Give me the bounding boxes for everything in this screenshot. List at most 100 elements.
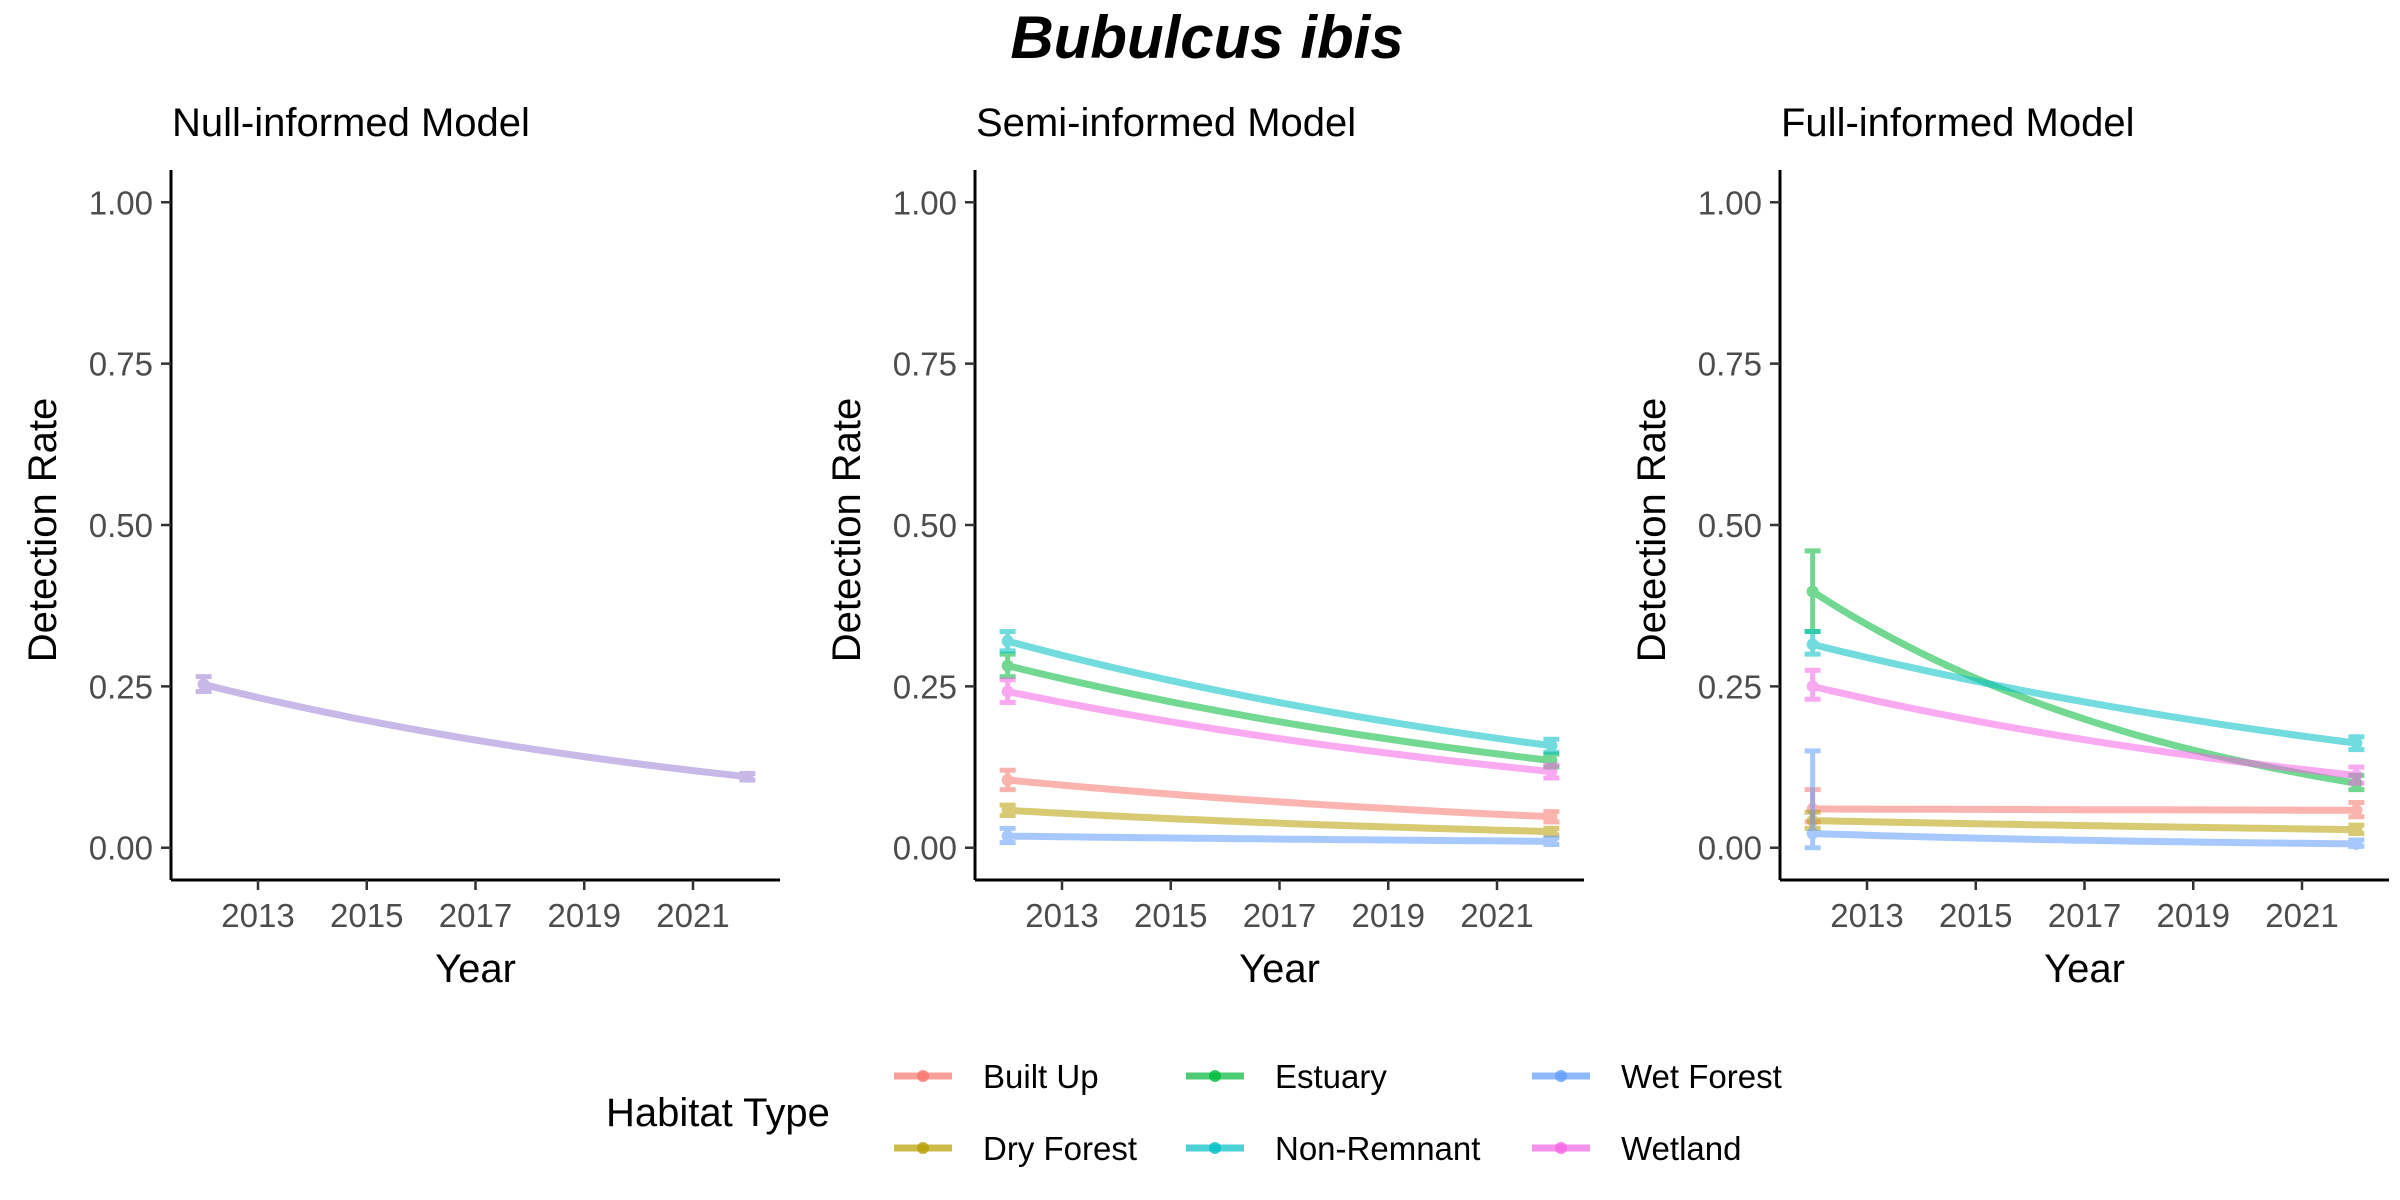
x-tick-label: 2013 — [221, 897, 294, 934]
legend-key-point — [1555, 1070, 1567, 1082]
x-tick-label: 2015 — [1939, 897, 2012, 934]
series-line — [1809, 588, 2360, 787]
x-axis-title: Year — [1239, 947, 1320, 991]
data-point — [741, 770, 754, 783]
legend-key-point — [1555, 1142, 1567, 1154]
x-tick-label: 2013 — [1025, 897, 1098, 934]
legend: Habitat Type Built Up Dry Forest Estuary No… — [606, 1058, 1782, 1167]
data-point — [1545, 810, 1558, 823]
series-line — [1809, 640, 2360, 747]
y-tick-label: 0.50 — [893, 507, 957, 544]
series-estuary — [1804, 548, 2365, 793]
legend-item-estuary: Estuary — [1186, 1058, 1387, 1095]
legend-key-point — [1209, 1142, 1221, 1154]
legend-label: Dry Forest — [983, 1130, 1137, 1167]
data-point — [1806, 585, 1819, 598]
x-tick-label: 2015 — [1134, 897, 1207, 934]
panels: Null-informed Model 0.00 0.25 0.50 0.75 1.00 2… — [21, 101, 2389, 991]
series-built-up — [1804, 787, 2365, 825]
series-wet-forest — [1804, 748, 2365, 851]
y-tick-label: 0.00 — [1698, 830, 1762, 867]
y-tick-label: 0.25 — [89, 668, 153, 705]
y-tick-label: 0.50 — [89, 507, 153, 544]
series-wet-forest — [999, 825, 1560, 848]
y-tick-label: 0.50 — [1698, 507, 1762, 544]
panel-3: Full-informed Model 0.00 0.25 0.50 0.75 1.00 2… — [1630, 101, 2389, 991]
legend-key-point — [917, 1070, 929, 1082]
data-point — [1806, 680, 1819, 693]
series-wetland — [999, 677, 1560, 781]
series-non-remnant — [999, 629, 1560, 755]
series-line — [1004, 662, 1555, 765]
y-tick-label: 0.75 — [89, 346, 153, 383]
legend-item-built-up: Built Up — [894, 1058, 1099, 1095]
x-tick-label: 2017 — [2048, 897, 2121, 934]
legend-key-point — [1209, 1070, 1221, 1082]
data-point — [197, 678, 210, 691]
y-tick-label: 0.25 — [1698, 668, 1762, 705]
data-point — [1545, 835, 1558, 848]
panel-title: Semi-informed Model — [976, 101, 1356, 145]
series-dry-forest — [1804, 809, 2365, 837]
y-tick-label: 0.00 — [893, 830, 957, 867]
panel-2: Semi-informed Model 0.00 0.25 0.50 0.75 1.00 2… — [825, 101, 1584, 991]
series-line — [1809, 682, 2360, 779]
y-tick-label: 0.75 — [893, 346, 957, 383]
y-tick-label: 0.25 — [893, 668, 957, 705]
y-axis-title: Detection Rate — [1630, 398, 1674, 663]
data-point — [2350, 837, 2363, 850]
panel-title: Full-informed Model — [1781, 101, 2134, 145]
x-tick-label: 2015 — [330, 897, 403, 934]
x-axis-title: Year — [2044, 947, 2125, 991]
data-point — [1001, 659, 1014, 672]
data-point — [1806, 827, 1819, 840]
series-line — [1004, 832, 1555, 845]
y-tick-label: 0.00 — [89, 830, 153, 867]
series-line — [1809, 830, 2360, 848]
data-point — [1545, 739, 1558, 752]
x-tick-label: 2021 — [656, 897, 729, 934]
series-non-remnant — [1804, 629, 2365, 753]
legend-label: Wetland — [1621, 1130, 1741, 1167]
y-axis-title: Detection Rate — [825, 398, 869, 663]
y-tick-label: 1.00 — [89, 184, 153, 221]
series-built-up — [999, 767, 1560, 825]
legend-item-wetland: Wetland — [1532, 1130, 1741, 1167]
legend-title: Habitat Type — [606, 1091, 830, 1135]
y-tick-label: 1.00 — [1698, 184, 1762, 221]
data-point — [1001, 685, 1014, 698]
series-line — [1809, 805, 2360, 814]
data-point — [1001, 804, 1014, 817]
data-point — [2350, 823, 2363, 836]
legend-item-wet-forest: Wet Forest — [1532, 1058, 1782, 1095]
data-point — [2350, 804, 2363, 817]
legend-key-point — [917, 1142, 929, 1154]
series-estuary — [999, 651, 1560, 770]
series-wetland — [1804, 667, 2365, 786]
x-axis-title: Year — [435, 947, 516, 991]
data-point — [1001, 635, 1014, 648]
data-point — [1001, 830, 1014, 843]
data-point — [1001, 773, 1014, 786]
legend-label: Wet Forest — [1621, 1058, 1782, 1095]
x-tick-label: 2019 — [2157, 897, 2230, 934]
data-point — [2350, 737, 2363, 750]
main-title: Bubulcus ibis — [1010, 4, 1403, 71]
series-line — [1004, 688, 1555, 776]
panel-title: Null-informed Model — [172, 101, 530, 145]
series-line — [200, 680, 751, 781]
panel-1: Null-informed Model 0.00 0.25 0.50 0.75 1.00 2… — [21, 101, 780, 991]
x-tick-label: 2017 — [1243, 897, 1316, 934]
legend-label: Non-Remnant — [1275, 1130, 1480, 1167]
data-point — [1545, 765, 1558, 778]
x-tick-label: 2019 — [1352, 897, 1425, 934]
x-tick-label: 2017 — [439, 897, 512, 934]
x-tick-label: 2021 — [1460, 897, 1533, 934]
series-dry-forest — [999, 802, 1560, 838]
legend-label: Built Up — [983, 1058, 1099, 1095]
legend-item-dry-forest: Dry Forest — [894, 1130, 1137, 1167]
y-tick-label: 0.75 — [1698, 346, 1762, 383]
series-line — [1004, 637, 1555, 750]
legend-label: Estuary — [1275, 1058, 1387, 1095]
